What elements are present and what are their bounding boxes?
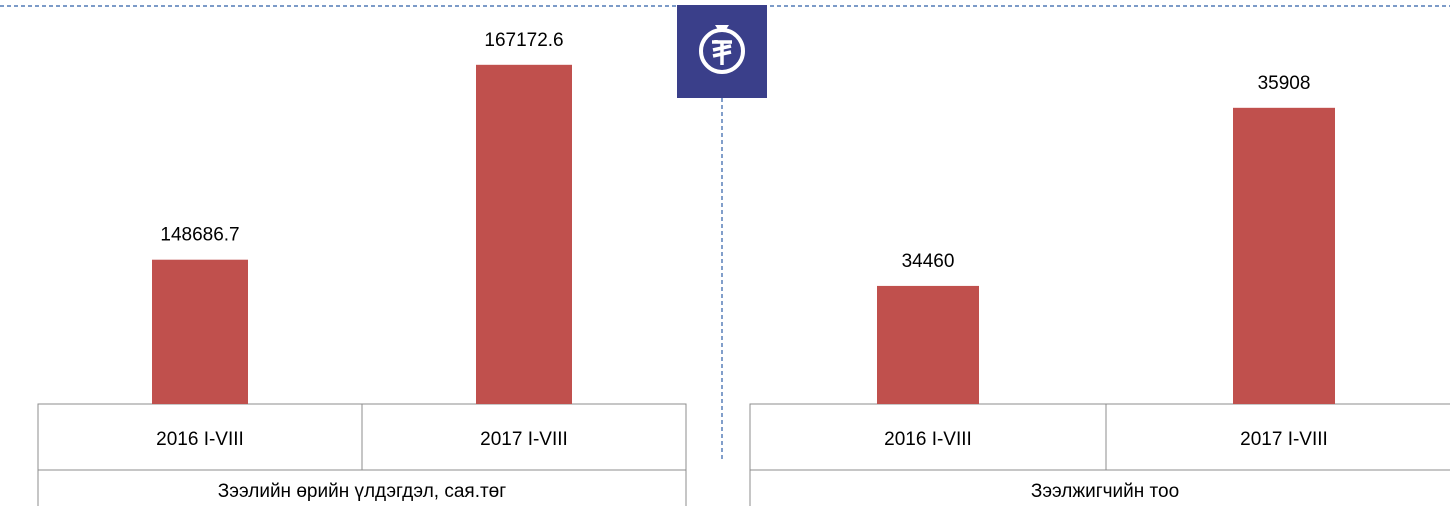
bar: [877, 285, 979, 404]
x-tick-label: 2017 I-VIII: [1240, 429, 1328, 450]
x-tick-label: 2016 I-VIII: [884, 429, 972, 450]
bar: [476, 64, 572, 405]
category-table: [749, 403, 1450, 506]
value-label: 34460: [902, 251, 955, 272]
value-label: 35908: [1258, 73, 1311, 94]
bar: [1233, 107, 1335, 404]
x-axis-label: Зээлийн өрийн үлдэгдэл, сая.төг: [218, 481, 506, 502]
x-tick-label: 2017 I-VIII: [480, 429, 568, 450]
bar: [152, 259, 248, 404]
x-tick-label: 2016 I-VIII: [156, 429, 244, 450]
value-label: 148686.7: [160, 225, 239, 246]
value-label: 167172.6: [484, 30, 563, 51]
logo: [677, 5, 767, 98]
x-axis-label: Зээлжигчийн тоо: [1031, 481, 1179, 502]
